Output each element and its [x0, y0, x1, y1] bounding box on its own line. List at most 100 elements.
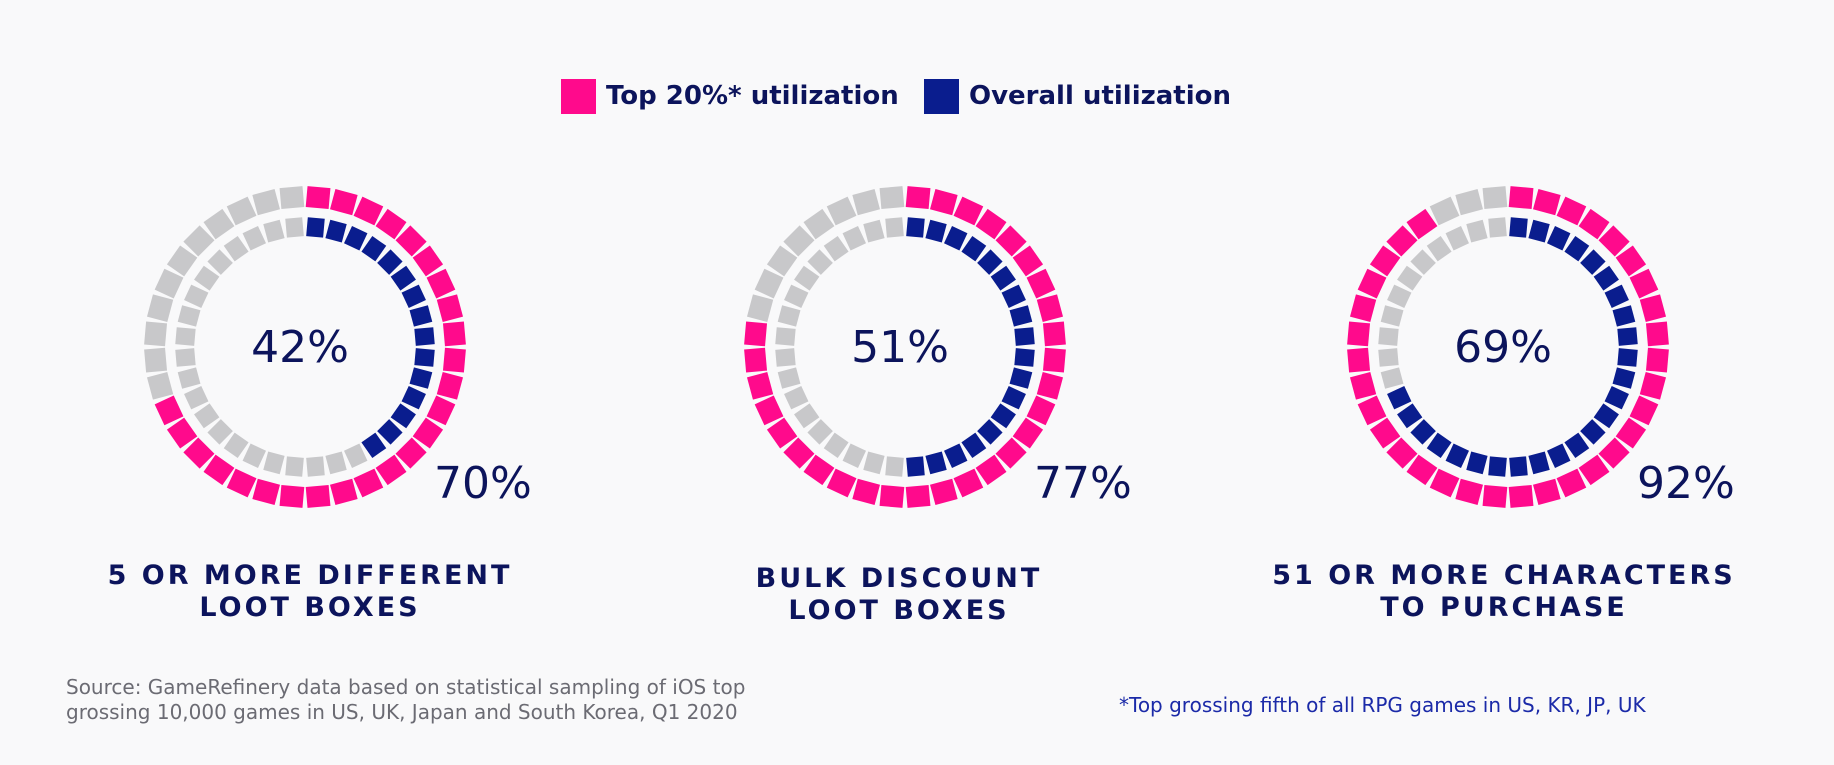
caption-line: 51 OR MORE CHARACTERS [1272, 560, 1736, 591]
top20-filled-segment [329, 188, 358, 216]
top20-filled-segment [852, 478, 881, 506]
top20-filled-segment [1012, 417, 1044, 449]
overall-filled-segment [1617, 348, 1638, 367]
overall-filled-segment [1009, 367, 1033, 389]
top20-empty-segment [1482, 186, 1508, 210]
overall-value-label: 69% [1454, 322, 1552, 373]
overall-filled-segment [990, 265, 1016, 291]
overall-filled-segment [377, 249, 403, 275]
chart-loot-boxes: 42% 70% [144, 186, 532, 509]
overall-filled-segment [1580, 419, 1606, 445]
top20-filled-segment [1615, 417, 1647, 449]
top20-filled-segment [995, 225, 1027, 257]
overall-filled-segment [943, 226, 968, 251]
legend-item-overall: Overall utilization [924, 74, 1231, 118]
chart-characters: 69% 92% [1347, 186, 1735, 509]
top20-value-label: 70% [434, 458, 532, 509]
overall-value-label: 42% [251, 322, 349, 373]
overall-filled-segment [1546, 226, 1571, 251]
top20-value-label: 92% [1637, 458, 1735, 509]
overall-empty-segment [175, 327, 196, 346]
top20-filled-segment [1556, 468, 1587, 498]
top20-filled-segment [226, 468, 257, 498]
top20-filled-segment [1455, 478, 1484, 506]
top20-filled-segment [975, 208, 1007, 240]
legend-label-overall: Overall utilization [969, 81, 1231, 111]
chart-caption-loot-boxes: 5 OR MORE DIFFERENT LOOT BOXES [50, 560, 570, 624]
charts-area: 42% 70% 51% 77% 69% 92% [144, 186, 1735, 509]
overall-filled-segment [414, 348, 435, 367]
overall-empty-segment [842, 226, 867, 251]
top20-filled-segment [1645, 347, 1669, 373]
top20-filled-segment [1026, 395, 1056, 426]
top20-filled-segment [1532, 188, 1561, 216]
top20-value-label: 77% [1034, 458, 1132, 509]
top20-filled-segment [375, 208, 407, 240]
top20-filled-segment [442, 347, 466, 373]
overall-filled-segment [1604, 385, 1629, 410]
top20-empty-segment [766, 245, 798, 277]
overall-empty-segment [223, 236, 249, 262]
overall-filled-segment [1604, 284, 1629, 309]
top20-filled-segment [1578, 454, 1610, 486]
overall-empty-segment [1397, 265, 1423, 291]
top20-filled-segment [1598, 225, 1630, 257]
top20-empty-segment [144, 347, 168, 373]
top20-filled-segment [1042, 321, 1066, 347]
top20-filled-segment [744, 321, 768, 347]
overall-empty-segment [177, 367, 201, 389]
top20-filled-segment [826, 468, 857, 498]
overall-empty-segment [807, 419, 833, 445]
top20-empty-segment [826, 196, 857, 226]
top20-filled-segment [783, 437, 815, 469]
overall-filled-segment [377, 419, 403, 445]
overall-filled-segment [1488, 456, 1507, 477]
top20-empty-segment [166, 245, 198, 277]
top20-empty-segment [226, 196, 257, 226]
top20-filled-segment [436, 371, 464, 400]
overall-empty-segment [242, 226, 267, 251]
overall-empty-segment [1410, 249, 1436, 275]
chart-caption-characters: 51 OR MORE CHARACTERS TO PURCHASE [1244, 560, 1764, 624]
top20-empty-segment [146, 371, 174, 400]
overall-filled-segment [390, 403, 416, 429]
top20-filled-segment [1429, 468, 1460, 498]
top20-filled-segment [1012, 245, 1044, 277]
top20-empty-segment [754, 268, 784, 299]
overall-value-label: 51% [851, 322, 949, 373]
top20-filled-segment [953, 196, 984, 226]
top20-filled-segment [1347, 321, 1371, 347]
overall-filled-segment [401, 284, 426, 309]
overall-empty-segment [194, 403, 220, 429]
overall-empty-segment [794, 403, 820, 429]
overall-filled-segment [961, 236, 987, 262]
overall-filled-segment [1509, 217, 1528, 238]
top20-filled-segment [1349, 294, 1377, 323]
top20-filled-segment [766, 417, 798, 449]
overall-filled-segment [1445, 443, 1470, 468]
top20-filled-segment [1645, 321, 1669, 347]
overall-empty-segment [777, 305, 801, 327]
overall-filled-segment [409, 305, 433, 327]
overall-empty-segment [223, 432, 249, 458]
overall-filled-segment [1466, 451, 1488, 475]
overall-filled-segment [990, 403, 1016, 429]
caption-line: LOOT BOXES [199, 592, 421, 623]
top20-filled-segment [1406, 454, 1438, 486]
top20-empty-segment [783, 225, 815, 257]
overall-filled-segment [1009, 305, 1033, 327]
overall-empty-segment [207, 249, 233, 275]
top20-filled-segment [426, 395, 456, 426]
overall-filled-segment [943, 443, 968, 468]
top20-filled-segment [183, 437, 215, 469]
overall-empty-segment [1426, 236, 1452, 262]
overall-filled-segment [1564, 236, 1590, 262]
top20-filled-segment [803, 454, 835, 486]
overall-empty-segment [1380, 305, 1404, 327]
top20-filled-segment [746, 371, 774, 400]
overall-filled-segment [961, 432, 987, 458]
overall-empty-segment [1378, 348, 1399, 367]
top20-filled-segment [1042, 347, 1066, 373]
overall-empty-segment [285, 456, 304, 477]
top20-filled-segment [953, 468, 984, 498]
